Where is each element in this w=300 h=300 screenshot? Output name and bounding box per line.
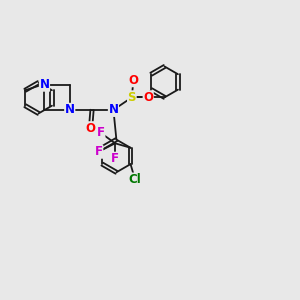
Text: O: O	[128, 74, 138, 87]
Text: N: N	[40, 78, 50, 91]
Text: F: F	[95, 145, 103, 158]
Text: F: F	[97, 126, 105, 140]
Text: N: N	[65, 103, 75, 116]
Text: Cl: Cl	[129, 173, 141, 186]
Text: N: N	[108, 103, 118, 116]
Text: O: O	[143, 91, 153, 104]
Text: O: O	[85, 122, 95, 135]
Text: F: F	[111, 152, 119, 165]
Text: S: S	[128, 91, 136, 104]
